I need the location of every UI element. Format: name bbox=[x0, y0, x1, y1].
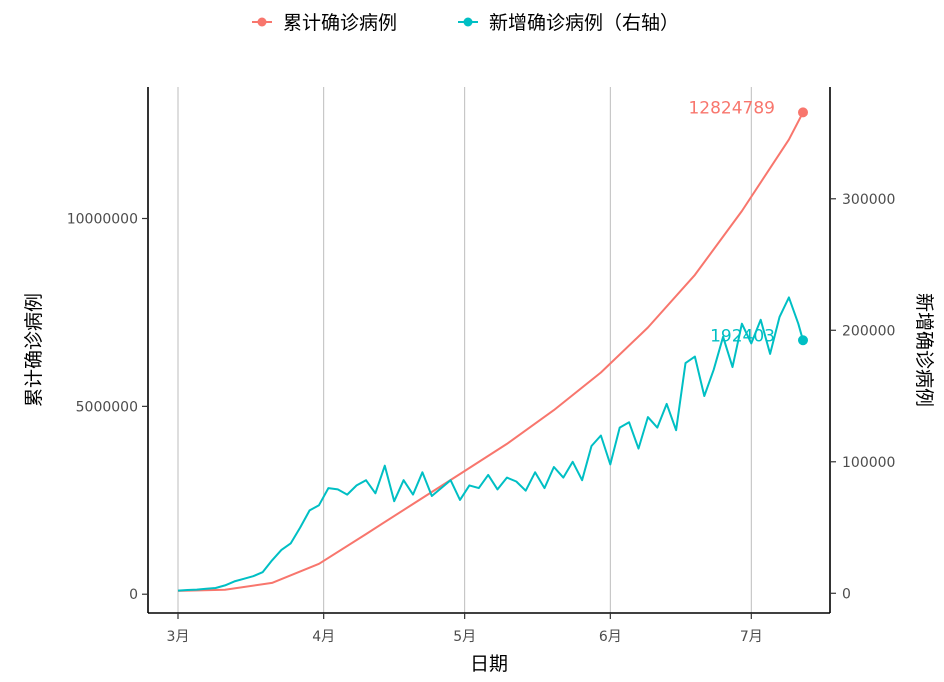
legend-swatch-cumulative-dot bbox=[257, 17, 267, 27]
legend-item-new[interactable]: 新增确诊病例（右轴） bbox=[458, 12, 679, 34]
y-axis-right-title: 新增确诊病例 bbox=[913, 293, 935, 407]
y-left-tick-label: 5000000 bbox=[76, 399, 138, 415]
y-right-tick-label: 300000 bbox=[842, 192, 895, 208]
y-right-tick-label: 0 bbox=[842, 586, 851, 602]
legend-label-new: 新增确诊病例（右轴） bbox=[489, 12, 679, 34]
y-right-tick-label: 100000 bbox=[842, 455, 895, 471]
series-end-point-1 bbox=[798, 335, 808, 346]
x-tick-label: 6月 bbox=[599, 629, 622, 645]
y-right-ticks: 0 100000 200000 300000 bbox=[830, 192, 895, 602]
legend-swatch-new-dot bbox=[463, 17, 473, 27]
x-tick-label: 3月 bbox=[167, 629, 190, 645]
series-line-1 bbox=[177, 296, 804, 592]
series-end-point-0 bbox=[798, 107, 808, 118]
y-left-tick-label: 10000000 bbox=[67, 212, 138, 228]
x-tick-label: 5月 bbox=[453, 629, 476, 645]
y-right-tick-label: 200000 bbox=[842, 323, 895, 339]
legend: 累计确诊病例 新增确诊病例（右轴） bbox=[252, 12, 679, 34]
x-axis-title: 日期 bbox=[470, 653, 508, 675]
y-left-ticks: 0 5000000 10000000 bbox=[67, 212, 148, 603]
y-axis-left-title: 累计确诊病例 bbox=[23, 293, 45, 407]
x-tick-label: 7月 bbox=[740, 629, 763, 645]
legend-item-cumulative[interactable]: 累计确诊病例 bbox=[252, 12, 397, 34]
legend-label-cumulative: 累计确诊病例 bbox=[283, 12, 397, 34]
series-line-0 bbox=[177, 111, 804, 592]
series-layer bbox=[177, 107, 808, 592]
end-label-cumulative: 12824789 bbox=[688, 98, 775, 118]
end-label-new: 192403 bbox=[710, 326, 775, 346]
x-tick-label: 4月 bbox=[312, 629, 335, 645]
y-left-tick-label: 0 bbox=[129, 587, 138, 603]
gridlines bbox=[177, 87, 752, 613]
x-ticks: 3月 4月 5月 6月 7月 bbox=[167, 613, 763, 645]
